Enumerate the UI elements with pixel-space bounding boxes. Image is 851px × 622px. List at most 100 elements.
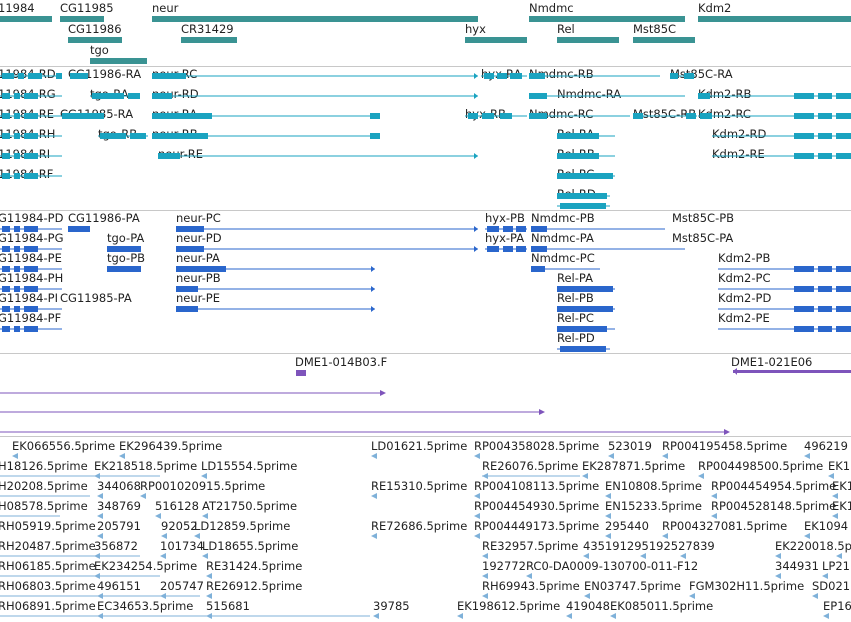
- gene-feature[interactable]: [90, 58, 147, 64]
- transcript-label: tgo-PB: [107, 251, 146, 265]
- est-label: 523019: [608, 439, 652, 453]
- gene-label: neur: [152, 1, 179, 15]
- transcript-label: CG11986-PA: [68, 211, 140, 225]
- transcript-label: G11984-PI: [0, 291, 58, 305]
- transcript-label: Nmdmc-RA: [557, 87, 622, 101]
- est-label: RE31424.5prime: [206, 559, 303, 573]
- est-label: RP004454930.5prime: [474, 499, 600, 513]
- transcript-label: Mst85C-PB: [672, 211, 735, 225]
- transcript-label: G11984-PD: [0, 211, 64, 225]
- est-label: RP004498500.5prime: [698, 459, 824, 473]
- est-label: LD18655.5prime: [202, 539, 299, 553]
- est-label: 356872: [94, 539, 138, 553]
- est-label: 344068: [97, 479, 141, 493]
- transcript-label: Kdm2-PD: [718, 291, 772, 305]
- est-label: RH69943.5prime: [482, 579, 580, 593]
- predicted-transcript-glyphs: [0, 226, 851, 352]
- gene-label: Mst85C: [633, 22, 677, 36]
- gene-feature[interactable]: [152, 16, 478, 22]
- transcript-label: G11984-PE: [0, 251, 62, 265]
- transcript-label: neur-PC: [176, 211, 221, 225]
- curated-transcript-glyphs: [0, 73, 851, 209]
- est-label: LP21: [822, 559, 850, 573]
- est-label: RE32957.5prime: [482, 539, 579, 553]
- est-label: EN03747.5prime: [584, 579, 681, 593]
- est-label: EC34653.5prime: [97, 599, 194, 613]
- est-label: SD021: [812, 579, 851, 593]
- transcript-label: Rel-PD: [557, 331, 595, 345]
- est-label: LD12859.5prime: [194, 519, 291, 533]
- transcript-label: neur-PA: [176, 251, 220, 265]
- est-label: LD01621.5prime: [371, 439, 468, 453]
- track-separator: [0, 66, 851, 67]
- gene-feature[interactable]: [557, 37, 619, 43]
- transcript-label: Mst85C-RB: [633, 107, 697, 121]
- gene-feature[interactable]: [529, 16, 685, 22]
- transcript-label: G11984-PH: [0, 271, 64, 285]
- est-label: RH20487.5prime: [0, 539, 96, 553]
- track-separator: [0, 353, 851, 354]
- est-label: RH06185.5prime: [0, 559, 96, 573]
- transcript-label: Kdm2-PE: [718, 311, 770, 325]
- clone-label: DME1-021E06: [731, 355, 813, 369]
- clone-label: DME1-014B03.F: [295, 355, 388, 369]
- est-label: EK18: [832, 499, 851, 513]
- est-label: RH06803.5prime: [0, 579, 96, 593]
- gene-label: CG11986: [68, 22, 122, 36]
- est-track: EK066556.5prime EK296439.5prime LD01621.…: [0, 437, 851, 622]
- est-label: EK287871.5prime: [582, 459, 686, 473]
- predicted-transcript-track: G11984-PD CG11986-PA neur-PC hyx-PB Nmdm…: [0, 211, 851, 352]
- transcript-label: neur-PD: [176, 231, 222, 245]
- est-label: 516128: [155, 499, 199, 513]
- curated-transcript-track: 11984-RD CG11986-RA neur-RC hyx-RA Nmdmc…: [0, 67, 851, 209]
- est-label: RP004108113.5prime: [474, 479, 600, 493]
- est-label: EK220018.5p: [775, 539, 851, 553]
- transcript-label: Kdm2-PB: [718, 251, 771, 265]
- est-label: 419048: [566, 599, 610, 613]
- est-label: EK085011.5prime: [610, 599, 714, 613]
- transcript-label: Kdm2-RE: [712, 147, 765, 161]
- gene-feature[interactable]: [68, 37, 122, 43]
- transcript-label: CG11985-PA: [60, 291, 132, 305]
- est-label: RP004528148.5prime: [711, 499, 837, 513]
- transcript-label: Nmdmc-PA: [531, 231, 594, 245]
- gene-feature[interactable]: [0, 16, 52, 22]
- gene-track: 11984 CG11985 CG11986 tgo neur CR31429 h…: [0, 0, 851, 64]
- gene-feature[interactable]: [60, 16, 104, 22]
- est-label: RE26076.5prime: [482, 459, 579, 473]
- transcript-label: Nmdmc-RB: [529, 67, 594, 81]
- gene-feature[interactable]: [181, 37, 237, 43]
- est-label: EK1: [828, 459, 851, 473]
- gene-feature[interactable]: [633, 37, 695, 43]
- est-label: EN10808.5prime: [605, 479, 702, 493]
- transcript-label: Kdm2-PC: [718, 271, 771, 285]
- transcript-label: Kdm2-RD: [712, 127, 767, 141]
- est-label: EK066556.5prime: [12, 439, 116, 453]
- track-separator: [0, 210, 851, 211]
- est-label: AT21750.5prime: [202, 499, 298, 513]
- gene-label: CR31429: [181, 22, 234, 36]
- est-label: 435191295192527839: [583, 539, 715, 553]
- est-label: RC0-DA0009-130700-011-F12: [526, 559, 699, 573]
- transcript-label: neur-PB: [176, 271, 221, 285]
- est-label: 295440: [605, 519, 649, 533]
- gene-feature[interactable]: [465, 37, 527, 43]
- est-label: 348769: [97, 499, 141, 513]
- est-label: EK296439.5prime: [119, 439, 223, 453]
- est-label: 205791: [97, 519, 141, 533]
- gene-label: tgo: [90, 43, 109, 57]
- est-label: 92052: [161, 519, 198, 533]
- gene-label: Nmdmc: [529, 1, 574, 15]
- transcript-label: neur-PE: [176, 291, 220, 305]
- est-label: RP004449173.5prime: [474, 519, 600, 533]
- est-label: RE26912.5prime: [206, 579, 303, 593]
- transcript-label: Rel-PB: [557, 291, 594, 305]
- est-label: EK1094: [804, 519, 849, 533]
- est-label: 496219: [804, 439, 848, 453]
- transcript-label: G11984-PG: [0, 231, 64, 245]
- transcript-label: Kdm2-RB: [698, 87, 752, 101]
- est-label: 344931: [775, 559, 819, 573]
- est-label: 101734: [160, 539, 204, 553]
- gene-feature[interactable]: [698, 16, 851, 22]
